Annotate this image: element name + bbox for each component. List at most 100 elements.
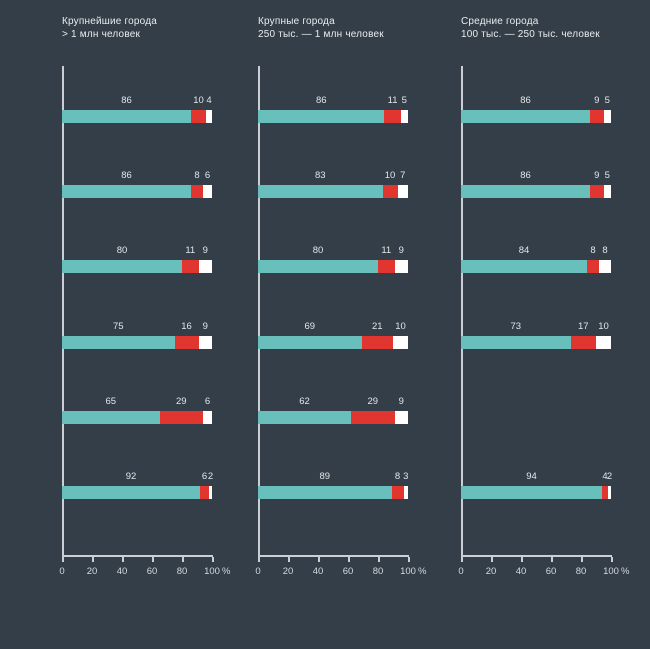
bar-segment-tertiary xyxy=(394,260,408,274)
chart-column-large-cities: Крупные города 250 тыс. — 1 млн человек … xyxy=(255,15,433,577)
bar-value-label: 11 xyxy=(387,95,398,106)
bar-segment-tertiary xyxy=(596,335,611,349)
bar-segment-tertiary xyxy=(403,486,408,499)
x-axis-tick xyxy=(378,557,380,562)
bar-row: 89 8 3 xyxy=(258,471,408,499)
bar-value-label: 9 xyxy=(594,95,600,106)
chart-title: Крупные города xyxy=(258,16,335,27)
bar-segment-secondary xyxy=(182,260,199,274)
bar-value-label: 75 xyxy=(112,320,124,332)
bar-segment-tertiary xyxy=(203,410,212,424)
chart-title: Средние города xyxy=(461,16,539,27)
x-axis-tick xyxy=(581,557,583,562)
bar-segment-tertiary xyxy=(198,335,212,349)
bar-segment-secondary xyxy=(382,185,398,199)
bar-value-label: 86 xyxy=(520,170,531,182)
bar-segment-secondary xyxy=(590,110,604,123)
bar-segment-primary xyxy=(258,410,351,424)
x-axis-unit-label: % xyxy=(222,566,231,577)
x-axis-tick xyxy=(62,557,64,562)
bar-row: 92 6 2 xyxy=(62,471,213,499)
x-axis-tick-label: 100 xyxy=(400,566,416,577)
bar-value-label: 16 xyxy=(181,320,192,332)
bar-segment-primary xyxy=(461,335,571,349)
x-axis-tick-label: 20 xyxy=(86,566,98,577)
bar-row: 75 16 9 xyxy=(62,321,212,349)
x-axis-tick xyxy=(288,557,290,562)
bar-value-label: 5 xyxy=(604,170,610,182)
bar-segment-primary xyxy=(461,486,602,499)
bar-value-label: 2 xyxy=(207,471,214,482)
bar-segment-primary xyxy=(62,335,175,349)
bar-segment-secondary xyxy=(174,335,199,349)
x-axis-tick xyxy=(258,557,260,562)
bar-segment-tertiary xyxy=(209,486,212,499)
x-axis-unit-label: % xyxy=(418,566,427,577)
bar-value-label: 2 xyxy=(606,471,613,482)
bar-row: 62 29 9 xyxy=(258,396,408,424)
bar-segment-primary xyxy=(62,410,160,424)
bar-value-label: 89 xyxy=(319,471,331,482)
bar-row: 80 11 9 xyxy=(62,245,212,274)
bar-value-label: 10 xyxy=(598,320,609,332)
x-axis-tick xyxy=(348,557,350,562)
bar-value-label: 84 xyxy=(518,245,530,257)
bar-value-label: 9 xyxy=(398,245,404,257)
bar-segment-primary xyxy=(461,110,590,123)
chart-column-medium-cities: Средние города 100 тыс. — 250 тыс. челов… xyxy=(458,15,636,577)
bar-value-label: 94 xyxy=(526,471,537,482)
bar-segment-tertiary xyxy=(198,260,212,274)
bar-segment-secondary xyxy=(378,260,395,274)
chart-header: Крупнейшие города > 1 млн человек xyxy=(62,15,237,41)
bar-value-label: 7 xyxy=(400,170,406,182)
bar-value-label: 4 xyxy=(206,95,212,106)
bar-value-label: 29 xyxy=(367,395,379,407)
bar-segment-secondary xyxy=(159,410,203,424)
bar-segment-secondary xyxy=(200,486,209,499)
bar-value-label: 92 xyxy=(125,471,137,482)
x-axis-tick-label: 80 xyxy=(176,566,188,577)
bar-segment-secondary xyxy=(351,410,395,424)
bar-value-label: 8 xyxy=(602,245,608,257)
bar-segment-tertiary xyxy=(400,110,408,123)
bar-value-label: 11 xyxy=(381,245,392,257)
x-axis-tick xyxy=(212,557,214,562)
x-axis-tick-label: 20 xyxy=(485,566,497,577)
bar-row: 73 17 10 xyxy=(461,321,611,349)
bar-value-label: 6 xyxy=(204,395,211,407)
plot-area: 86 11 5 83 10 7 80 11 9 69 21 10 62 29 9 89 8 3 0 20 40 60 80 1… xyxy=(255,66,426,577)
bar-value-label: 65 xyxy=(105,395,117,407)
bar-segment-tertiary xyxy=(599,260,611,274)
x-axis-tick-label: 0 xyxy=(59,566,65,577)
bar-segment-primary xyxy=(62,185,191,199)
x-axis-tick xyxy=(551,557,553,562)
bar-segment-primary xyxy=(62,260,182,274)
bar-segment-tertiary xyxy=(206,110,212,123)
bar-row: 86 11 5 xyxy=(258,95,408,123)
x-axis-tick-label: 0 xyxy=(458,566,464,577)
y-axis-line xyxy=(258,66,260,557)
x-axis-tick xyxy=(461,557,463,562)
bar-row: 86 9 5 xyxy=(461,170,611,199)
bar-segment-tertiary xyxy=(608,486,611,499)
x-axis-tick-label: 80 xyxy=(575,566,587,577)
bar-value-label: 86 xyxy=(121,170,132,182)
bar-segment-secondary xyxy=(570,335,596,349)
x-axis-tick xyxy=(92,557,94,562)
bar-value-label: 9 xyxy=(202,320,208,332)
bar-value-label: 62 xyxy=(299,395,310,407)
bar-segment-tertiary xyxy=(603,110,611,123)
bar-value-label: 86 xyxy=(315,95,327,106)
x-axis-tick xyxy=(318,557,320,562)
bar-segment-secondary xyxy=(590,185,604,199)
bar-row: 84 8 8 xyxy=(461,245,611,274)
x-axis-tick-label: 40 xyxy=(116,566,128,577)
bar-row: 83 10 7 xyxy=(258,170,408,199)
x-axis-tick xyxy=(152,557,154,562)
x-axis-tick-label: 100 xyxy=(204,566,220,577)
bar-value-label: 10 xyxy=(384,170,396,182)
bar-value-label: 10 xyxy=(395,320,406,332)
bar-value-label: 80 xyxy=(312,245,324,257)
bar-value-label: 8 xyxy=(590,245,596,257)
